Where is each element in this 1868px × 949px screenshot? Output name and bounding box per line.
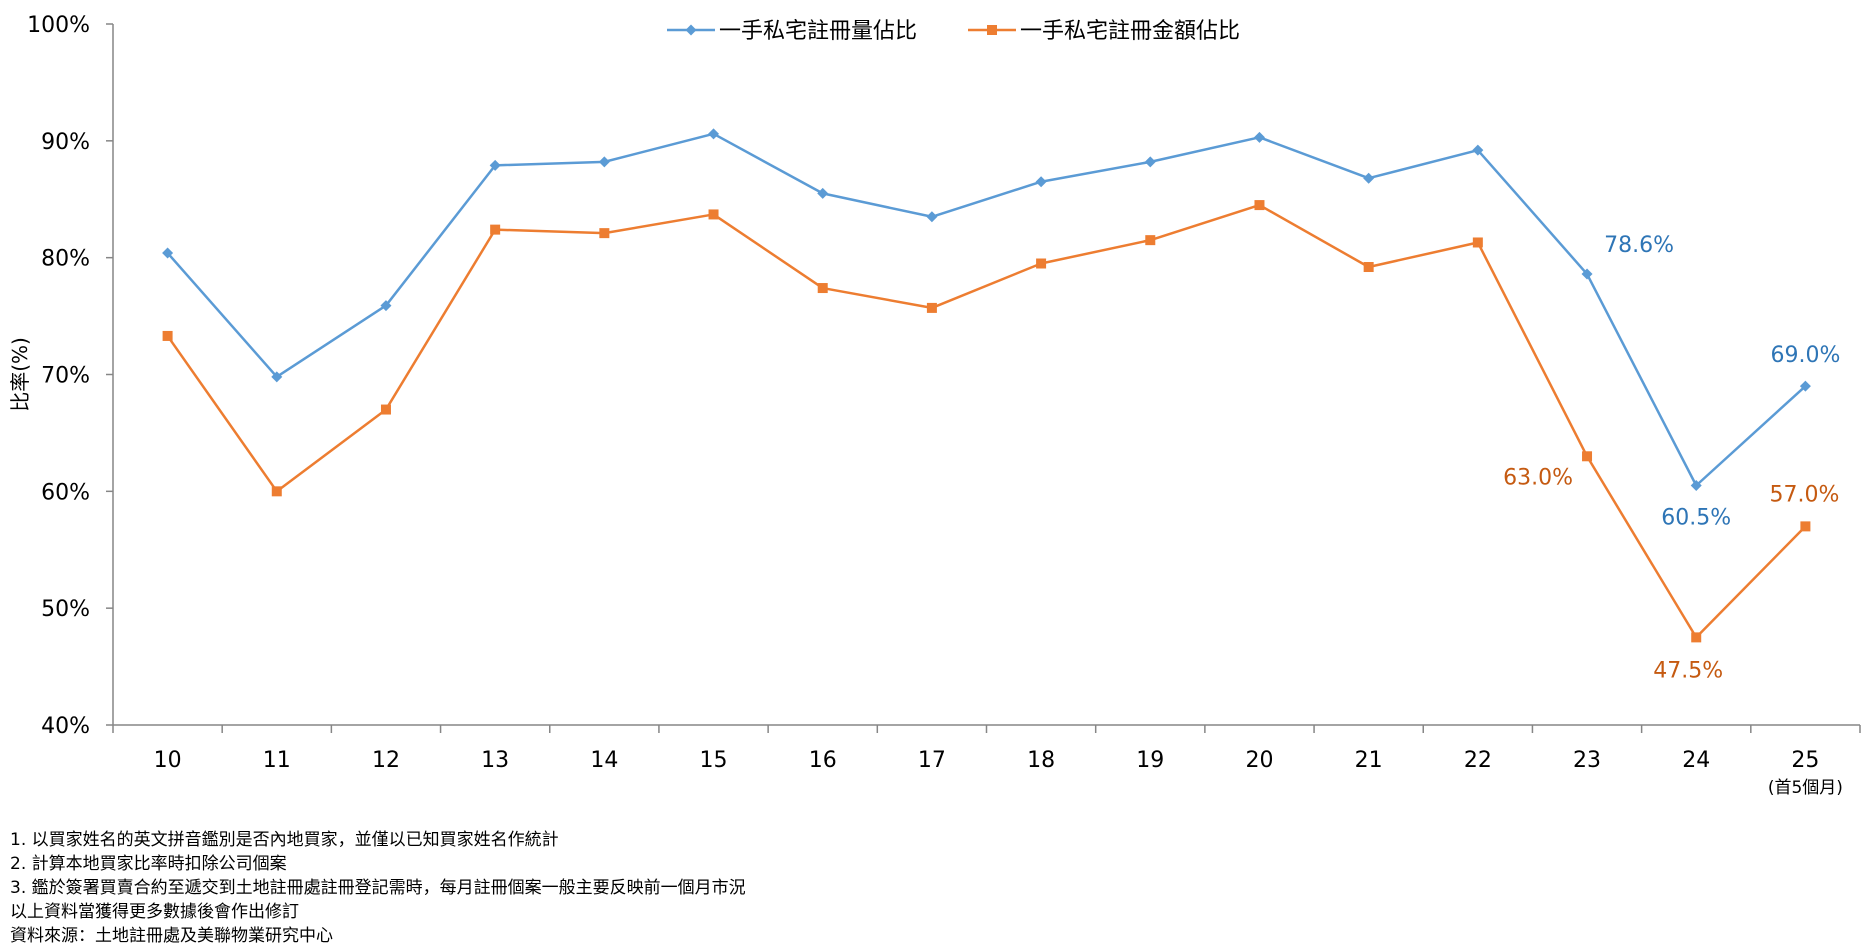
y-tick-label: 60% — [41, 480, 90, 505]
x-tick-label: 18 — [1027, 748, 1055, 773]
data-point-square — [599, 228, 610, 239]
data-point-diamond — [1035, 176, 1047, 188]
data-label: 60.5% — [1661, 505, 1731, 530]
data-point-square — [1472, 237, 1483, 248]
data-label: 63.0% — [1503, 465, 1573, 490]
y-tick-label: 70% — [41, 364, 90, 389]
data-point-square — [490, 224, 501, 235]
footnotes: 1. 以買家姓名的英文拼音鑑別是否內地買家，並僅以已知買家姓名作統計 2. 計算… — [10, 828, 746, 948]
data-point-square — [987, 25, 997, 35]
data-point-diamond — [489, 159, 501, 171]
data-label: 47.5% — [1653, 658, 1723, 683]
legend-label: 一手私宅註冊金額佔比 — [1020, 19, 1240, 44]
data-point-diamond — [598, 156, 610, 168]
data-point-diamond — [817, 187, 829, 199]
x-tick-label: 17 — [918, 748, 946, 773]
data-labels: 78.6% 60.5% 69.0% 63.0% 47.5% 57.0% — [1503, 233, 1840, 683]
data-point-diamond — [380, 300, 392, 312]
data-point-square — [817, 283, 828, 294]
data-point-diamond — [1253, 131, 1265, 143]
data-point-diamond — [1690, 479, 1702, 491]
x-tick-label: 24 — [1682, 748, 1710, 773]
x-tick-label: 15 — [700, 748, 728, 773]
y-axis-title: 比率(%) — [8, 337, 32, 412]
series-1 — [162, 128, 1811, 491]
data-point-diamond — [1799, 380, 1811, 392]
series-2 — [162, 200, 1811, 643]
data-point-diamond — [1581, 268, 1593, 280]
y-tick-label: 80% — [41, 247, 90, 272]
series-line — [166, 132, 1807, 487]
x-tick-label: 22 — [1464, 748, 1492, 773]
data-point-diamond — [271, 371, 283, 383]
data-point-diamond — [926, 211, 938, 223]
footnote-2: 2. 計算本地買家比率時扣除公司個案 — [10, 854, 287, 874]
series-line — [166, 203, 1807, 639]
data-point-square — [1800, 521, 1811, 532]
data-label: 69.0% — [1770, 343, 1840, 368]
x-tick-label: 25 — [1791, 748, 1819, 773]
data-point-square — [1691, 632, 1702, 643]
legend-label: 一手私宅註冊量佔比 — [719, 19, 917, 44]
data-point-square — [1582, 451, 1593, 462]
y-tick-label: 90% — [41, 130, 90, 155]
legend-item-2: 一手私宅註冊金額佔比 — [968, 19, 1240, 44]
data-point-square — [380, 404, 391, 415]
data-point-square — [1145, 235, 1156, 246]
x-tick-label: 12 — [372, 748, 400, 773]
line-chart: 40% 50% 60% 70% 80% 90% 100% 10 11 12 13 14 15 16 17 18… — [8, 13, 1861, 798]
data-point-diamond — [708, 128, 720, 140]
x-tick-label: 13 — [481, 748, 509, 773]
legend-item-1: 一手私宅註冊量佔比 — [667, 19, 917, 44]
legend: 一手私宅註冊量佔比 一手私宅註冊金額佔比 — [667, 19, 1240, 44]
series-lines — [162, 128, 1811, 643]
data-point-diamond — [1472, 144, 1484, 156]
y-tick-label: 40% — [41, 714, 90, 739]
footnote-4: 以上資料當獲得更多數據後會作出修訂 — [10, 902, 299, 922]
x-tick-label: 19 — [1136, 748, 1164, 773]
data-label: 57.0% — [1769, 482, 1839, 507]
data-point-square — [1363, 262, 1374, 273]
data-point-diamond — [162, 247, 174, 259]
data-label: 78.6% — [1604, 233, 1674, 258]
x-tick-label: 10 — [154, 748, 182, 773]
x-tick-label: 21 — [1355, 748, 1383, 773]
x-tick-sublabel: (首5個月) — [1768, 778, 1843, 798]
x-tick-label: 23 — [1573, 748, 1601, 773]
data-point-diamond — [1144, 156, 1156, 168]
data-point-square — [926, 302, 937, 313]
data-point-square — [1254, 200, 1265, 211]
x-tick-label: 16 — [809, 748, 837, 773]
x-tick-label: 20 — [1245, 748, 1273, 773]
data-point-diamond — [685, 24, 697, 36]
data-point-square — [708, 209, 719, 220]
footnote-3: 3. 鑑於簽署買賣合約至遞交到土地註冊處註冊登記需時，每月註冊個案一般主要反映前… — [10, 878, 746, 898]
data-point-square — [162, 330, 173, 341]
data-point-square — [271, 486, 282, 497]
x-tick-label: 11 — [263, 748, 291, 773]
x-tick-label: 14 — [590, 748, 618, 773]
chart-axes — [106, 23, 1861, 733]
tick-labels: 40% 50% 60% 70% 80% 90% 100% 10 11 12 13 14 15 16 17 18… — [8, 13, 1843, 798]
source-note: 資料來源：土地註冊處及美聯物業研究中心 — [10, 926, 333, 946]
y-tick-label: 100% — [27, 13, 90, 38]
y-tick-label: 50% — [41, 597, 90, 622]
footnote-1: 1. 以買家姓名的英文拼音鑑別是否內地買家，並僅以已知買家姓名作統計 — [10, 830, 559, 850]
data-point-square — [1036, 258, 1047, 269]
data-point-diamond — [1363, 172, 1375, 184]
